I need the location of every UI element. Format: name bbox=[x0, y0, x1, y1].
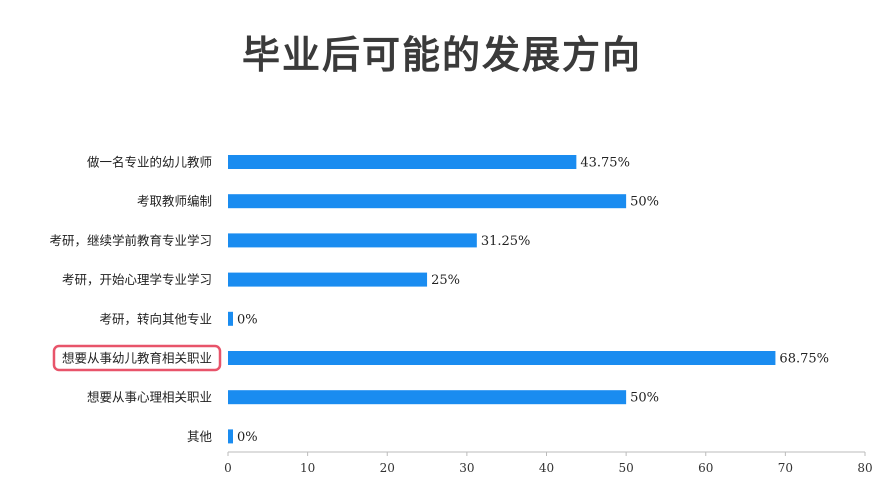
value-label: 43.75% bbox=[580, 156, 630, 171]
bar bbox=[228, 390, 627, 405]
value-label: 0% bbox=[237, 312, 258, 327]
chart-title: 毕业后可能的发展方向 bbox=[241, 33, 642, 77]
bar bbox=[228, 311, 233, 326]
x-tick-label: 60 bbox=[698, 461, 713, 475]
category-label: 其他 bbox=[187, 429, 213, 444]
x-tick-label: 30 bbox=[459, 461, 474, 475]
category-label: 想要从事心理相关职业 bbox=[87, 390, 212, 405]
value-label: 0% bbox=[237, 430, 258, 445]
value-label: 68.75% bbox=[779, 352, 829, 367]
x-tick-label: 80 bbox=[857, 461, 872, 475]
bar bbox=[228, 429, 233, 444]
category-label: 做一名专业的幼儿教师 bbox=[87, 155, 212, 170]
category-label: 考研，开始心理学专业学习 bbox=[62, 272, 212, 287]
bars-layer bbox=[228, 155, 776, 444]
axis-layer: 0 10 20 30 40 50 60 70 80 bbox=[224, 451, 873, 475]
bar bbox=[228, 272, 428, 287]
bar bbox=[228, 233, 477, 248]
x-tick-label: 40 bbox=[539, 461, 554, 475]
category-label: 考研，转向其他专业 bbox=[99, 311, 212, 326]
category-label: 想要从事幼儿教育相关职业 bbox=[62, 351, 212, 366]
category-label: 考研，继续学前教育专业学习 bbox=[49, 233, 212, 248]
labels-layer: 做一名专业的幼儿教师 43.75% 考取教师编制 50% 考研，继续学前教育专业学习 31… bbox=[49, 155, 829, 445]
value-label: 31.25% bbox=[481, 234, 531, 249]
value-label: 25% bbox=[431, 273, 460, 288]
x-tick-label: 0 bbox=[224, 461, 232, 475]
x-tick-label: 50 bbox=[618, 461, 633, 475]
value-label: 50% bbox=[630, 391, 659, 406]
bar bbox=[228, 194, 627, 209]
bar bbox=[228, 155, 577, 169]
category-label: 考取教师编制 bbox=[137, 194, 212, 209]
highlight-box bbox=[52, 344, 222, 372]
x-tick-label: 10 bbox=[300, 461, 315, 475]
bar bbox=[228, 351, 776, 365]
value-label: 50% bbox=[630, 195, 659, 210]
x-tick-label: 20 bbox=[380, 461, 395, 475]
x-tick-label: 70 bbox=[778, 461, 793, 475]
